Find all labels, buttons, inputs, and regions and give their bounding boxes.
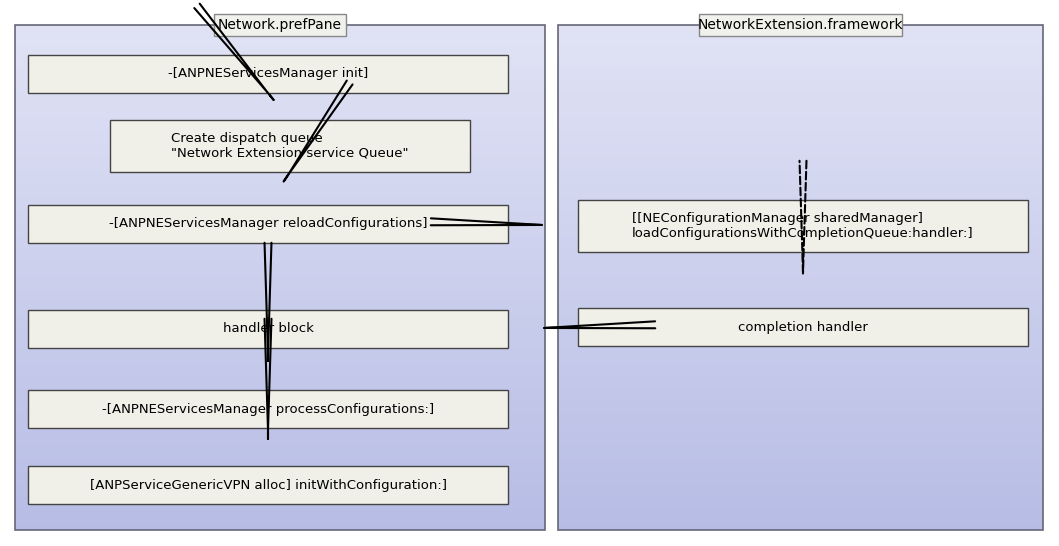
Text: Network.prefPane: Network.prefPane [218,18,342,32]
FancyBboxPatch shape [28,310,508,348]
Bar [15,25,545,530]
FancyBboxPatch shape [214,14,345,36]
Text: -[ANPNEServicesManager init]: -[ANPNEServicesManager init] [168,68,369,80]
FancyBboxPatch shape [28,55,508,93]
Bar [558,25,1043,530]
FancyBboxPatch shape [578,200,1028,252]
Text: Create dispatch queue
"Network Extension service Queue": Create dispatch queue "Network Extension… [172,132,409,160]
Text: -[ANPNEServicesManager processConfigurations:]: -[ANPNEServicesManager processConfigurat… [102,402,434,416]
FancyBboxPatch shape [110,120,470,172]
Text: [[NEConfigurationManager sharedManager]
loadConfigurationsWithCompletionQueue:ha: [[NEConfigurationManager sharedManager] … [632,212,974,240]
FancyBboxPatch shape [28,466,508,504]
FancyBboxPatch shape [28,390,508,428]
Text: [ANPServiceGenericVPN alloc] initWithConfiguration:]: [ANPServiceGenericVPN alloc] initWithCon… [90,478,447,491]
Text: handler block: handler block [222,323,313,335]
FancyBboxPatch shape [578,308,1028,346]
FancyBboxPatch shape [699,14,902,36]
FancyBboxPatch shape [28,205,508,243]
Text: completion handler: completion handler [738,321,868,334]
Text: NetworkExtension.framework: NetworkExtension.framework [698,18,903,32]
Text: -[ANPNEServicesManager reloadConfigurations]: -[ANPNEServicesManager reloadConfigurati… [109,217,427,230]
